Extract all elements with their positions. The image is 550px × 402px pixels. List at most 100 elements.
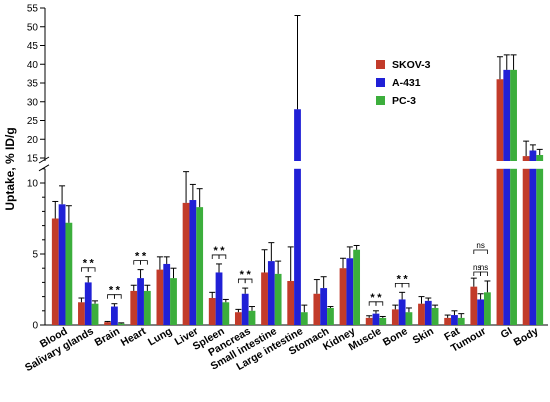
bar-a-431	[189, 200, 197, 325]
significance-bracket	[401, 282, 410, 288]
bar-skov-3	[313, 293, 321, 325]
bar-skov-3	[391, 309, 399, 325]
bar-a-431	[529, 168, 537, 325]
significance-bracket	[480, 271, 488, 276]
bar-pc-3	[300, 312, 308, 325]
y-tick-label: 50	[27, 22, 39, 33]
bar-a-431	[477, 299, 485, 325]
significance-label: *	[403, 273, 408, 285]
significance-label: *	[240, 269, 245, 281]
bar-skov-3	[261, 272, 268, 325]
bar-skov-3	[365, 317, 373, 325]
bar-skov-3	[444, 317, 452, 325]
y-tick-label: 45	[27, 41, 39, 52]
bar-a-431	[294, 168, 301, 325]
significance-bracket	[87, 267, 96, 272]
x-tick-label: Bone	[381, 325, 410, 349]
significance-label: *	[89, 258, 94, 270]
bar-pc-3	[222, 302, 230, 325]
significance-label: *	[246, 269, 251, 281]
y-tick-label: 15	[27, 154, 39, 165]
bar-pc-3	[510, 168, 517, 325]
bar-pc-3	[117, 323, 125, 325]
bar-pc-3	[510, 69, 517, 161]
bar-skov-3	[208, 298, 216, 325]
significance-bracket	[244, 278, 253, 284]
x-tick-label: Heart	[119, 325, 149, 349]
bar-pc-3	[457, 317, 465, 325]
bar-a-431	[346, 258, 354, 325]
y-axis-title: Uptake, % ID/g	[3, 127, 17, 210]
bar-a-431	[84, 282, 92, 325]
x-tick-label: GI	[499, 325, 515, 341]
bar-pc-3	[353, 249, 361, 325]
significance-bracket	[218, 254, 227, 259]
bar-skov-3	[339, 268, 347, 325]
significance-label: *	[220, 245, 225, 257]
significance-label: *	[142, 251, 147, 263]
significance-label: *	[397, 273, 402, 285]
axis-break-mark	[38, 164, 50, 172]
significance-label: *	[109, 285, 114, 297]
bar-skov-3	[287, 280, 295, 325]
significance-bracket	[113, 294, 122, 299]
bar-skov-3	[496, 168, 504, 325]
bar-a-431	[424, 300, 432, 325]
y-tick-label: 10	[27, 179, 39, 190]
significance-label: ns	[476, 241, 484, 250]
x-tick-label: Skin	[411, 325, 436, 346]
bar-pc-3	[536, 168, 544, 325]
bar-pc-3	[405, 312, 413, 325]
significance-bracket	[473, 249, 488, 254]
bar-skov-3	[496, 79, 504, 161]
significance-label: *	[370, 292, 375, 304]
significance-label: *	[377, 292, 382, 304]
significance-label: *	[135, 251, 140, 263]
bar-a-431	[58, 204, 66, 325]
bar-skov-3	[130, 290, 138, 325]
bar-skov-3	[470, 286, 478, 325]
y-tick-label: 30	[27, 97, 39, 108]
legend-label: A-431	[392, 77, 421, 89]
x-tick-label: Brain	[93, 325, 122, 349]
bar-a-431	[451, 315, 458, 325]
bar-pc-3	[170, 278, 177, 325]
bar-a-431	[163, 263, 171, 325]
significance-bracket	[473, 271, 482, 276]
bar-a-431	[529, 150, 537, 161]
bar-a-431	[503, 168, 511, 325]
bar-skov-3	[522, 156, 530, 161]
bar-skov-3	[418, 303, 425, 325]
bar-pc-3	[248, 310, 256, 325]
bar-skov-3	[156, 269, 164, 325]
significance-label: ns	[480, 263, 488, 272]
bar-skov-3	[51, 218, 59, 325]
axis-break-mark	[38, 156, 50, 164]
bar-pc-3	[536, 155, 544, 161]
bar-a-431	[137, 278, 144, 325]
significance-label: *	[83, 258, 88, 270]
bar-a-431	[267, 261, 275, 325]
y-tick-label: 35	[27, 79, 39, 90]
legend-swatch-skov-3	[376, 60, 385, 69]
significance-label: ns	[473, 263, 481, 272]
bar-skov-3	[522, 168, 530, 325]
bar-a-431	[372, 313, 380, 325]
y-tick-label: 0	[32, 321, 38, 332]
bar-pc-3	[274, 273, 282, 325]
x-tick-label: Body	[512, 325, 541, 349]
bar-pc-3	[65, 222, 73, 325]
bar-pc-3	[484, 292, 491, 325]
significance-label: *	[116, 285, 121, 297]
bar-a-431	[215, 272, 223, 325]
bar-pc-3	[431, 307, 439, 325]
bar-skov-3	[182, 202, 190, 325]
bar-a-431	[241, 293, 249, 325]
legend-swatch-pc-3	[376, 96, 385, 105]
y-tick-label: 40	[27, 60, 39, 71]
bar-a-431	[320, 288, 328, 325]
y-tick-label: 5	[32, 250, 38, 261]
y-tick-label: 25	[27, 116, 39, 127]
legend-swatch-a-431	[376, 78, 385, 87]
